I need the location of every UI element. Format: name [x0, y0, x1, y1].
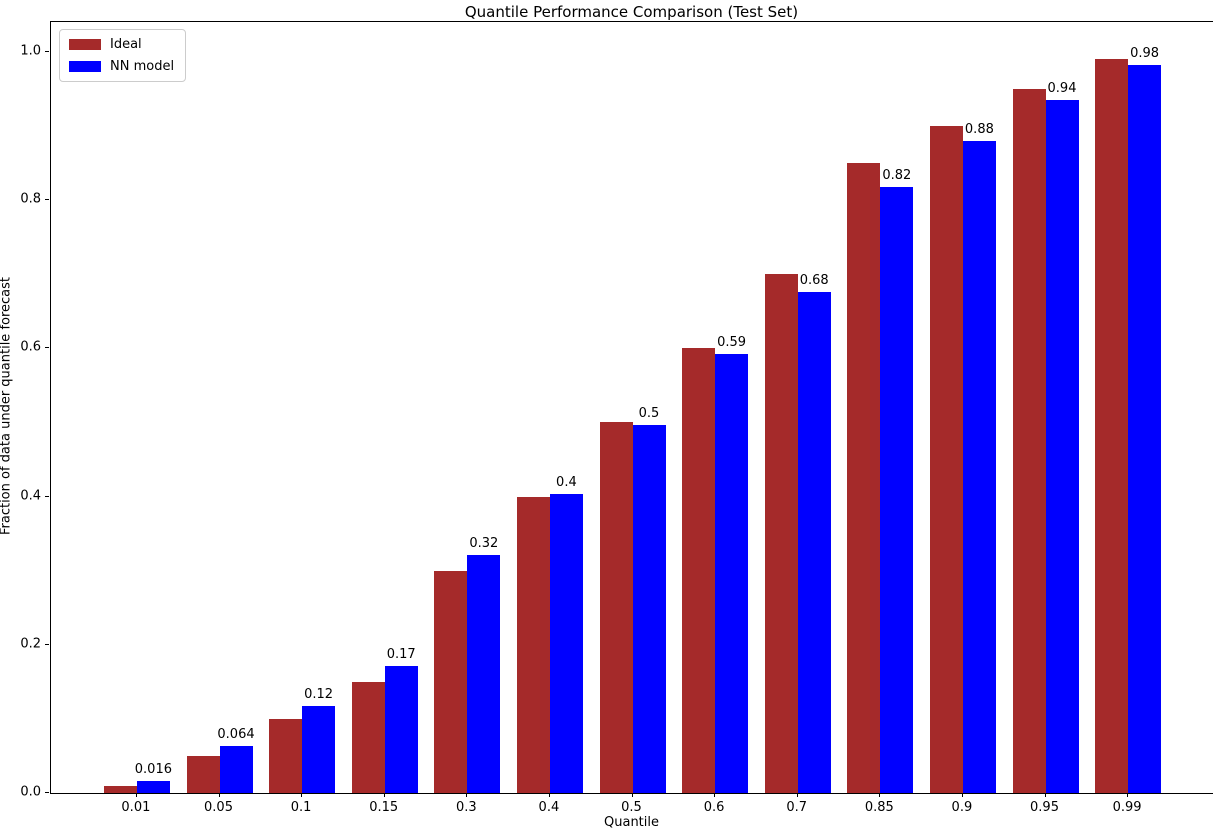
- x-tick: [631, 793, 633, 797]
- x-tick-label: 0.1: [290, 800, 312, 815]
- bar-ideal-0.99: [1095, 59, 1129, 793]
- y-tick: [45, 495, 49, 497]
- plot-area: 0.016 0.064 0.12 0.17 0.32 0.4 0.5 0.59 0.68 0.82…: [50, 21, 1213, 794]
- x-tick-label: 0.5: [621, 800, 642, 815]
- y-tick-label: 1.0: [20, 43, 41, 59]
- legend-label: NN model: [110, 59, 175, 74]
- bar-nn-model-0.85: [880, 187, 914, 793]
- legend-swatch-icon: [69, 39, 101, 50]
- x-tick: [466, 793, 468, 797]
- y-tick: [45, 792, 49, 793]
- x-tick-label: 0.9: [951, 800, 973, 815]
- bar-nn-model-0.3: [467, 555, 501, 793]
- y-tick: [45, 643, 49, 645]
- y-tick: [45, 198, 49, 200]
- y-tick-label: 0.4: [20, 488, 41, 503]
- y-tick-label: 0.0: [20, 784, 41, 800]
- bar-nn-model-0.4: [549, 494, 583, 793]
- x-tick-label: 0.85: [864, 800, 894, 815]
- bar-ideal-0.05: [186, 755, 220, 793]
- x-tick: [548, 793, 550, 797]
- bar-nn-model-0.9: [962, 141, 996, 793]
- bar-value-label: 0.016: [134, 762, 172, 778]
- bar-nn-model-0.6: [715, 354, 749, 793]
- bar-value-label: 0.12: [304, 687, 334, 703]
- x-tick: [1044, 793, 1046, 797]
- y-tick-label: 0.8: [20, 191, 41, 207]
- x-tick-label: 0.6: [703, 800, 725, 815]
- bar-ideal-0.5: [599, 422, 633, 793]
- legend-label: Ideal: [110, 37, 142, 52]
- bar-ideal-0.9: [929, 125, 963, 793]
- x-tick-label: 0.15: [369, 800, 399, 815]
- bar-ideal-0.4: [516, 496, 550, 793]
- bar-nn-model-0.5: [632, 424, 666, 793]
- bar-nn-model-0.95: [1045, 99, 1079, 793]
- chart-title: Quantile Performance Comparison (Test Se…: [464, 3, 799, 21]
- y-tick: [45, 347, 49, 349]
- bar-value-label: 0.064: [217, 726, 255, 742]
- x-tick: [796, 793, 798, 797]
- bar-value-label: 0.17: [386, 647, 416, 663]
- bar-nn-model-0.99: [1128, 65, 1162, 793]
- bar-ideal-0.95: [1012, 88, 1046, 793]
- legend-item-nn-model: NN model: [69, 59, 174, 74]
- bar-nn-model-0.7: [797, 291, 831, 793]
- x-tick: [961, 793, 963, 797]
- bar-nn-model-0.01: [136, 781, 170, 793]
- x-tick: [1127, 793, 1129, 797]
- bar-value-label: 0.5: [638, 405, 660, 421]
- bar-ideal-0.85: [847, 162, 881, 793]
- bar-ideal-0.01: [103, 785, 137, 793]
- bar-value-label: 0.68: [799, 272, 829, 288]
- bar-ideal-0.15: [351, 681, 385, 793]
- legend-item-ideal: Ideal: [69, 37, 174, 52]
- x-axis-label: Quantile: [604, 815, 659, 830]
- bar-nn-model-0.1: [302, 706, 336, 793]
- bar-ideal-0.3: [434, 570, 468, 793]
- x-tick: [714, 793, 716, 797]
- bar-value-label: 0.82: [882, 168, 912, 184]
- x-tick-label: 0.3: [455, 800, 477, 815]
- x-tick-label: 0.7: [786, 800, 808, 815]
- bar-value-label: 0.98: [1130, 46, 1160, 61]
- legend-swatch-icon: [69, 61, 101, 72]
- x-tick: [301, 793, 303, 797]
- bar-nn-model-0.05: [219, 745, 253, 793]
- bar-nn-model-0.15: [384, 666, 418, 793]
- x-tick: [383, 793, 385, 797]
- x-tick-label: 0.01: [121, 800, 151, 815]
- bar-value-label: 0.4: [556, 475, 577, 491]
- bar-value-label: 0.94: [1047, 80, 1077, 96]
- legend: Ideal NN model: [59, 29, 187, 82]
- bar-ideal-0.1: [269, 718, 303, 793]
- x-tick-label: 0.95: [1030, 800, 1059, 815]
- y-tick-label: 0.2: [20, 636, 41, 652]
- x-tick: [879, 793, 881, 797]
- x-tick-label: 0.4: [538, 800, 560, 815]
- y-tick-label: 0.6: [20, 339, 41, 355]
- y-axis-label: Fraction of data under quantile forecast: [0, 276, 14, 536]
- bar-value-label: 0.88: [964, 122, 994, 138]
- x-tick-label: 0.05: [204, 800, 233, 815]
- bar-value-label: 0.59: [717, 335, 747, 351]
- x-tick-label: 0.99: [1112, 800, 1142, 815]
- x-tick: [218, 793, 220, 797]
- y-tick: [45, 50, 49, 52]
- bar-ideal-0.7: [764, 274, 798, 793]
- bar-value-label: 0.32: [469, 536, 499, 551]
- bar-ideal-0.6: [682, 348, 716, 793]
- x-tick: [135, 793, 137, 797]
